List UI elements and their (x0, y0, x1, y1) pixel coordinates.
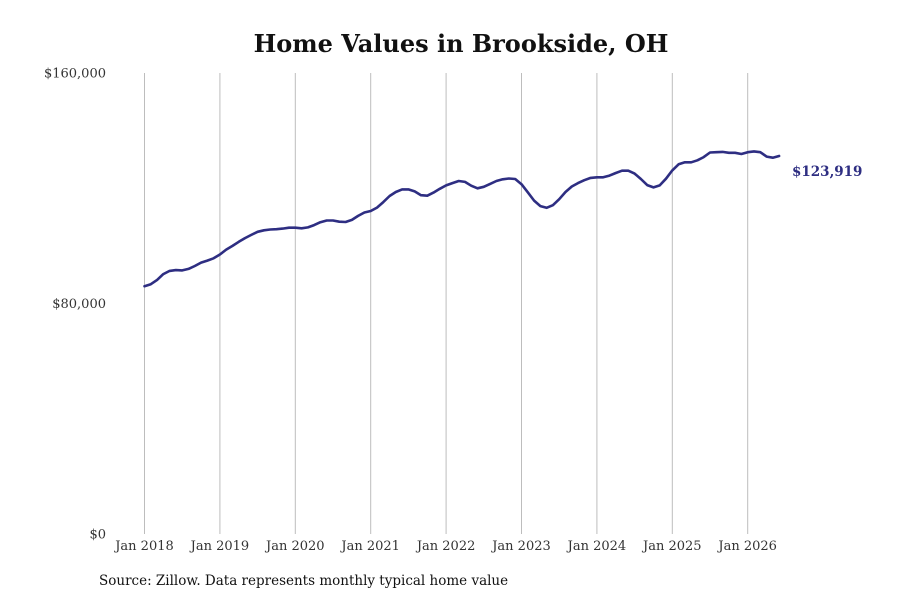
x-tick-label: Jan 2021 (339, 539, 400, 554)
end-value-label: $123,919 (792, 164, 862, 180)
x-tick-label: Jan 2026 (716, 539, 777, 554)
chart-title: Home Values in Brookside, OH (254, 29, 669, 58)
x-tick-label: Jan 2022 (415, 539, 476, 554)
source-note: Source: Zillow. Data represents monthly … (99, 573, 509, 589)
y-tick-label: $0 (89, 528, 106, 543)
y-tick-label: $80,000 (52, 297, 106, 312)
series-line-0 (143, 150, 781, 288)
x-tick-label: Jan 2024 (566, 539, 627, 554)
series-group (143, 150, 781, 288)
x-tick-label: Jan 2019 (189, 539, 250, 554)
end-label-group: $123,919 (792, 164, 862, 180)
x-tick-label: Jan 2018 (113, 539, 174, 554)
x-axis-ticks: Jan 2018 Jan 2019 Jan 2020 Jan 2021 Jan 2022… (113, 539, 777, 554)
y-tick-label: $160,000 (44, 67, 106, 82)
x-tick-label: Jan 2025 (641, 539, 702, 554)
x-tick-label: Jan 2023 (490, 539, 551, 554)
vertical-gridlines (144, 73, 749, 534)
y-axis-ticks: $0 $80,000 $160,000 (44, 67, 106, 543)
x-tick-label: Jan 2020 (264, 539, 325, 554)
